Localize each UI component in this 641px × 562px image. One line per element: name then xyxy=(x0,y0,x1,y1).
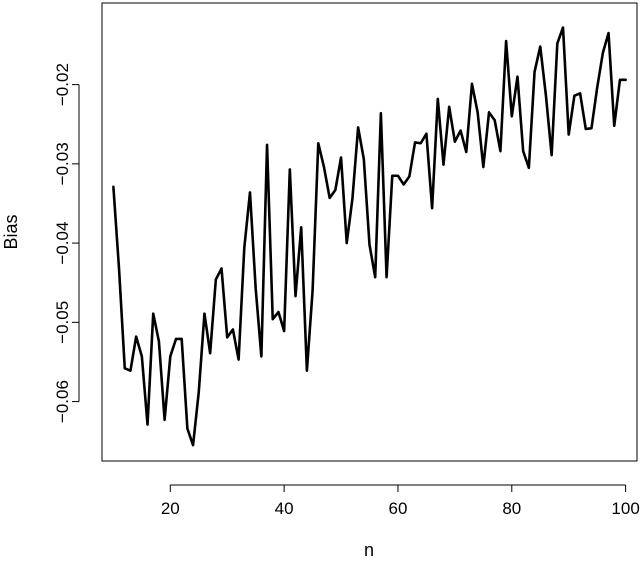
x-tick-label: 20 xyxy=(161,499,180,518)
plot-frame xyxy=(101,2,638,462)
x-tick-label: 60 xyxy=(388,499,407,518)
x-tick-label: 80 xyxy=(502,499,521,518)
x-tick-label: 40 xyxy=(275,499,294,518)
y-axis: −0.06 −0.05 −0.04 −0.03 −0.02 xyxy=(53,63,80,423)
y-tick-label: −0.02 xyxy=(53,63,72,106)
y-tick-label: −0.06 xyxy=(53,380,72,423)
y-tick-label: −0.05 xyxy=(53,301,72,344)
x-axis-title: n xyxy=(364,540,374,560)
bias-series-line xyxy=(112,26,627,447)
x-axis: 20 40 60 80 100 xyxy=(161,484,640,518)
y-tick-label: −0.03 xyxy=(53,142,72,185)
x-tick-label: 100 xyxy=(611,499,639,518)
y-tick-label: −0.04 xyxy=(53,222,72,265)
y-axis-title: Bias xyxy=(1,214,21,249)
